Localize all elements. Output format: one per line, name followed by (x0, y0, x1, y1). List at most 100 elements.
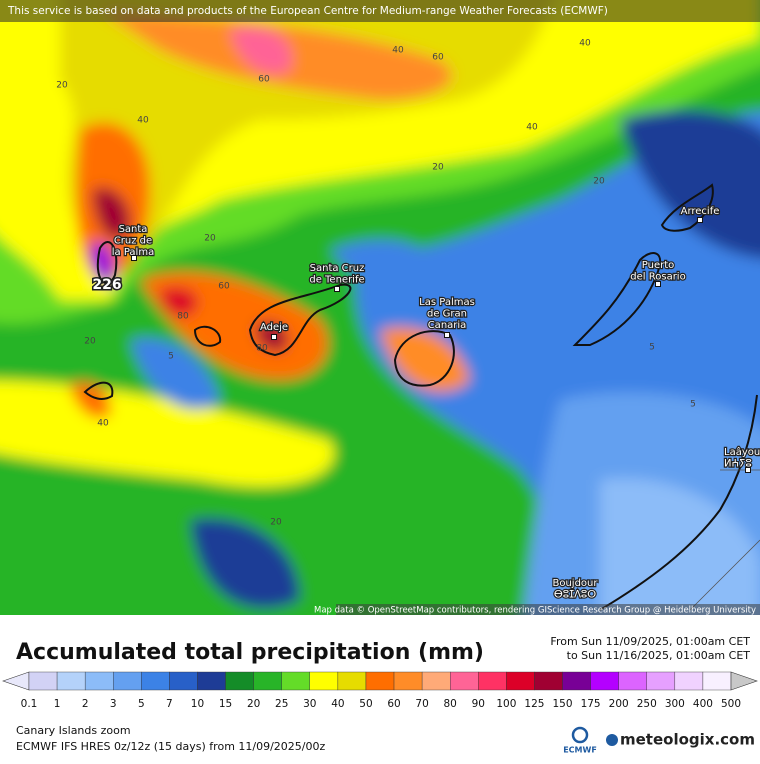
colorbar-box (702, 671, 732, 691)
contour-label: 60 (258, 75, 270, 85)
colorbar-tick-label: 30 (303, 698, 316, 710)
colorbar-tick-label: 60 (387, 698, 400, 710)
place-marker (745, 467, 751, 473)
colorbar-box (225, 671, 254, 691)
contour-label: 20 (84, 337, 96, 347)
attribution: Map data © OpenStreetMap contributors, r… (314, 606, 756, 616)
island-tenerife (248, 283, 352, 357)
chart-title: Accumulated total precipitation (mm) (16, 640, 484, 665)
contour-label: 80 (256, 344, 268, 354)
contour-label: 40 (392, 46, 404, 56)
place-label: del Rosario (630, 272, 685, 283)
colorbar-box (365, 671, 395, 691)
model-info: ECMWF IFS HRES 0z/12z (15 days) from 11/… (16, 740, 326, 753)
colorbar-box (253, 671, 282, 691)
colorbar-tick-label: 80 (444, 698, 457, 710)
colorbar-tick-label: 3 (110, 698, 117, 710)
contour-label: 20 (270, 518, 282, 528)
brand: meteologix.com (620, 731, 755, 749)
contour-label: 40 (579, 39, 591, 49)
colorbar-tick-label: 15 (219, 698, 232, 710)
contour-label: 20 (432, 163, 444, 173)
place-label: Cruz de (114, 236, 152, 247)
place-label: Canaria (428, 320, 467, 331)
colorbar-box (506, 671, 535, 691)
coastlines (83, 183, 758, 611)
contour-label: 40 (526, 123, 538, 133)
colorbar-box (393, 671, 423, 691)
island-fuerteventura (572, 252, 662, 346)
colorbar-tick-label: 2 (82, 698, 89, 710)
contour-label: 40 (97, 419, 109, 429)
colorbar-box (141, 671, 170, 691)
coast-africa (599, 394, 758, 611)
colorbar-under (2, 671, 30, 691)
colorbar-box (337, 671, 367, 691)
island-la-palma (96, 241, 118, 285)
colorbar-box (84, 671, 114, 691)
place-label: la Palma (112, 247, 154, 258)
contour-label: 5 (649, 343, 655, 353)
colorbar-box (113, 671, 142, 691)
notice-bar (0, 0, 760, 22)
precip-field (0, 0, 760, 615)
place-label: Santa Cruz (310, 263, 365, 274)
colorbar-box (197, 671, 226, 691)
colorbar-tick-label: 90 (472, 698, 485, 710)
colorbar-box (421, 671, 451, 691)
place-marker (444, 332, 450, 338)
colorbar-tick-label: 50 (359, 698, 372, 710)
ecmwf-text: ECMWF (563, 746, 597, 755)
period-to: to Sun 11/16/2025, 01:00am CET (567, 649, 751, 662)
place-label: Laâyou (724, 446, 760, 458)
contour-label: 5 (690, 400, 696, 410)
place-label: Puerto (642, 260, 675, 271)
place-marker (131, 255, 137, 261)
brand-icon (606, 734, 618, 746)
colorbar-tick-label: 7 (166, 698, 173, 710)
colorbar-tick-label: 175 (581, 698, 601, 710)
contour-label: 60 (432, 53, 444, 63)
colorbar-tick-label: 70 (415, 698, 428, 710)
place-label: ⴱⵓⵊⴷⵓⵔ (554, 590, 596, 601)
place-marker (271, 334, 277, 340)
colorbar-tick-label: 5 (138, 698, 145, 710)
colorbar-box (534, 671, 563, 691)
place-marker (655, 281, 661, 287)
contour-label: 5 (168, 352, 174, 362)
colorbar-tick-label: 200 (609, 698, 629, 710)
place-label: de Tenerife (309, 275, 364, 286)
colorbar-box (450, 671, 479, 691)
colorbar-tick-label: 300 (665, 698, 685, 710)
colorbar-tick-label: 0.1 (21, 698, 38, 710)
place-marker (334, 286, 340, 292)
contour-label: 20 (204, 234, 216, 244)
place-label: Arrecife (681, 206, 720, 217)
colorbar-tick-label: 1 (54, 698, 61, 710)
colorbar-tick-label: 500 (721, 698, 741, 710)
island-el-hierro (83, 381, 114, 400)
place-label: Adeje (260, 322, 288, 333)
contour-label: 60 (218, 282, 230, 292)
contour-label: 40 (137, 116, 149, 126)
colorbar-tick-label: 150 (552, 698, 572, 710)
ecmwf-logo: ECMWF (563, 726, 597, 755)
place-label: de Gran (427, 309, 467, 320)
borders (689, 469, 760, 611)
colorbar-box (56, 671, 86, 691)
place-marker (697, 217, 703, 223)
colorbar-box (169, 671, 198, 691)
colorbar-tick-label: 40 (331, 698, 344, 710)
place-label: Santa (119, 224, 148, 235)
island-la-gomera (193, 325, 222, 347)
colorbar-box (309, 671, 339, 691)
max-label: 226 (92, 277, 121, 293)
colorbar-box (674, 671, 704, 691)
map-labels: 40 60 60 40 20 40 40 20 20 20 60 80 5 20 80 5 5 40 20 226 Sa… (56, 39, 760, 602)
colorbar-box (281, 671, 311, 691)
colorbar-box (590, 671, 619, 691)
colorbar-box (646, 671, 676, 691)
colorbar-over (730, 671, 758, 691)
